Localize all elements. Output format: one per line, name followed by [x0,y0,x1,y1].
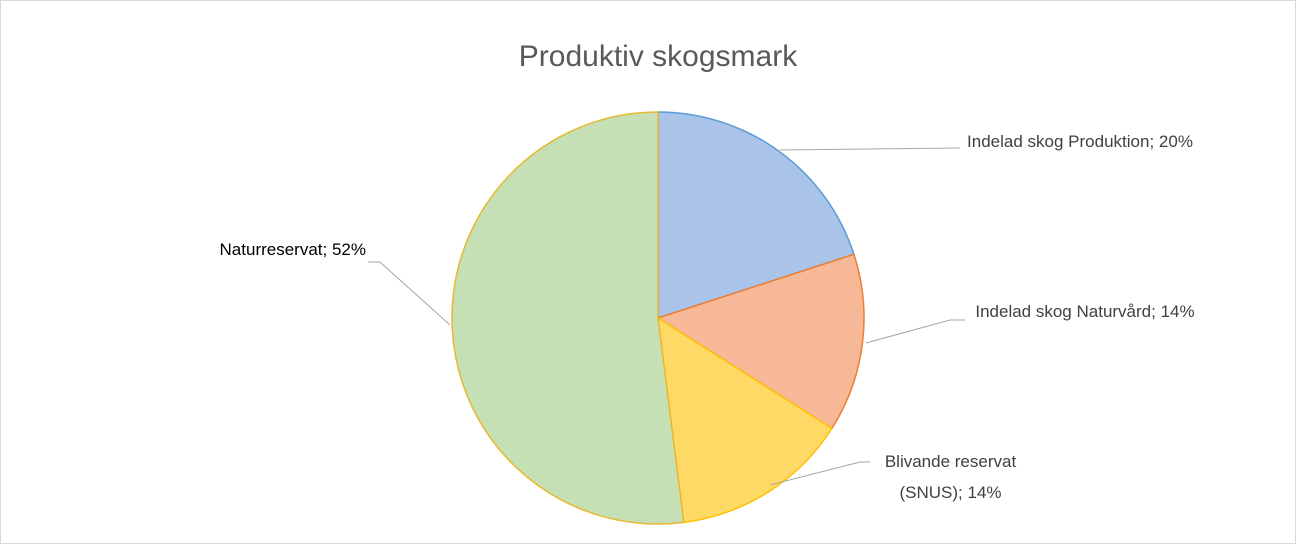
leader-line [368,261,451,326]
label-separator: ; [958,483,968,502]
label-category: Indelad skog Naturvård [975,302,1152,321]
leader-line [865,319,965,344]
label-separator: ; [322,240,332,259]
leader-line [779,147,961,151]
label-value: 52% [331,240,366,259]
pie-slice [657,111,855,320]
label-separator: ; [1149,132,1159,151]
data-label: Indelad skog Produktion; 20% [950,126,1210,157]
pie [451,111,865,525]
data-label: Indelad skog Naturvård; 14% [960,296,1210,327]
pie-slice [656,253,865,430]
leader-line [769,461,870,486]
label-value: 14% [967,483,1002,502]
label-category: Blivande reservat (SNUS) [884,452,1017,502]
data-label: Blivande reservat (SNUS); 14% [868,446,1033,508]
label-value: 20% [1158,132,1193,151]
label-value: 14% [1160,302,1195,321]
label-separator: ; [1151,302,1161,321]
chart-title: Produktiv skogsmark [519,40,798,73]
pie-slice [657,316,833,524]
pie-slice [451,111,685,525]
label-category: Naturreservat [219,240,323,259]
label-category: Indelad skog Produktion [967,132,1150,151]
data-label: Naturreservat; 52% [100,234,366,265]
leader-lines [368,147,965,486]
